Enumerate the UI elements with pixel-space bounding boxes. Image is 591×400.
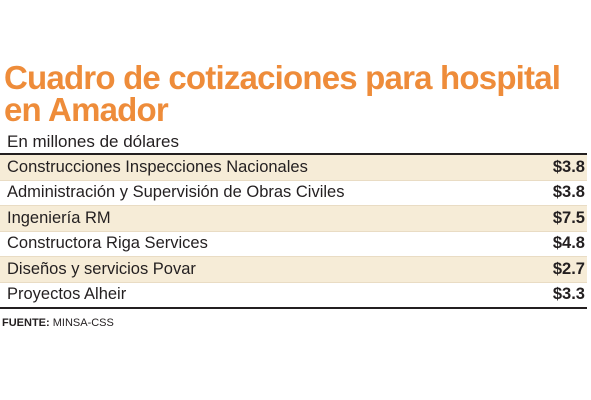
quotes-table: Construcciones Inspecciones Nacionales $3… [0, 155, 587, 309]
table-row: Diseños y servicios Povar $2.7 [0, 257, 587, 283]
table-row: Ingeniería RM $7.5 [0, 206, 587, 232]
table-row: Administración y Supervisión de Obras Ci… [0, 181, 587, 206]
quote-value: $3.8 [552, 183, 585, 202]
company-name: Administración y Supervisión de Obras Ci… [7, 183, 345, 202]
chart-title: Cuadro de cotizaciones para hospital en … [4, 59, 561, 128]
company-name: Proyectos Alheir [7, 285, 127, 304]
company-name: Diseños y servicios Povar [7, 259, 196, 278]
quote-value: $7.5 [552, 208, 585, 227]
quote-value: $4.8 [552, 234, 585, 253]
company-name: Constructora Riga Services [7, 234, 208, 253]
table-row: Constructora Riga Services $4.8 [0, 232, 587, 257]
source-note: FUENTE: MINSA-CSS [2, 317, 114, 329]
quote-value: $3.3 [552, 285, 585, 304]
quote-value: $3.8 [552, 157, 585, 176]
header-divider [0, 153, 587, 155]
company-name: Construcciones Inspecciones Nacionales [7, 157, 308, 176]
table-row: Proyectos Alheir $3.3 [0, 283, 587, 309]
table-row: Construcciones Inspecciones Nacionales $3… [0, 155, 587, 181]
source-label: FUENTE: [2, 317, 50, 329]
quote-value: $2.7 [552, 259, 585, 278]
chart-subtitle: En millones de dólares [7, 132, 179, 151]
source-value: MINSA-CSS [49, 317, 114, 329]
company-name: Ingeniería RM [7, 208, 111, 227]
